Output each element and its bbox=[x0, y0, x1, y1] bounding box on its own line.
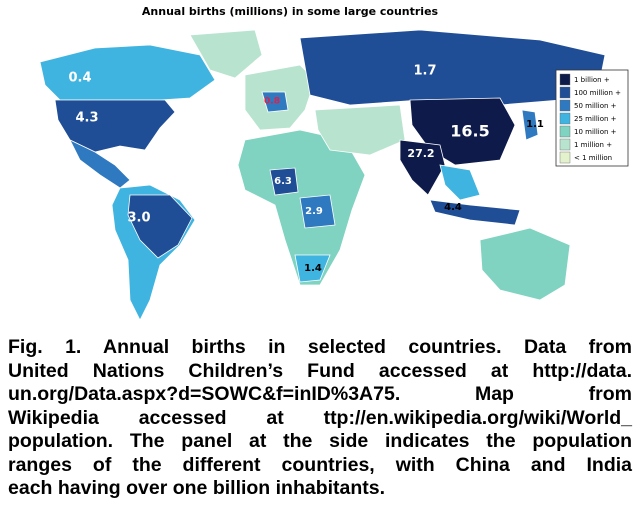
legend-label: 1 million + bbox=[574, 141, 612, 149]
landmasses bbox=[39, 29, 606, 321]
map-figure: Annual births (millions) in some large c… bbox=[39, 5, 629, 321]
map-label: 4.4 bbox=[444, 202, 462, 213]
map-label: 0.4 bbox=[68, 71, 91, 86]
map-label: 3.0 bbox=[127, 211, 150, 226]
map-labels: 0.4 1.7 4.3 16.5 1.1 27.2 0.8 6.3 2.9 3.… bbox=[68, 64, 543, 275]
map-label: 6.3 bbox=[274, 176, 292, 187]
legend-label: < 1 million bbox=[574, 154, 612, 162]
map-label: 4.3 bbox=[75, 111, 98, 126]
legend-swatch bbox=[559, 151, 571, 164]
legend-label: 50 million + bbox=[574, 102, 617, 110]
caption-line: Wikipedia accessed at ttp://en.wikipedia… bbox=[8, 406, 632, 429]
legend-swatch bbox=[559, 125, 571, 138]
map-label: 1.4 bbox=[304, 263, 322, 274]
legend-swatch bbox=[559, 73, 571, 86]
caption-line: each having over one billion inhabitants… bbox=[8, 477, 386, 499]
legend-swatch bbox=[559, 138, 571, 151]
map-label: 1.7 bbox=[413, 64, 436, 79]
map-label: 1.1 bbox=[526, 119, 544, 130]
legend-swatch bbox=[559, 86, 571, 99]
caption-line: ranges of the different countries, with … bbox=[8, 453, 632, 476]
legend-swatch bbox=[559, 112, 571, 125]
caption-line: Fig. 1. Annual births in selected countr… bbox=[8, 336, 632, 358]
legend-label: 25 million + bbox=[574, 115, 617, 123]
legend: 1 billion + 100 million + 50 million + 25 m… bbox=[555, 69, 629, 167]
legend-label: 1 billion + bbox=[574, 76, 610, 84]
map-label: 2.9 bbox=[305, 206, 323, 217]
caption-line: United Nations Children’s Fund accessed … bbox=[8, 359, 632, 382]
caption-line: population. The panel at the side indica… bbox=[8, 430, 632, 452]
map-title: Annual births (millions) in some large c… bbox=[142, 5, 439, 18]
caption-line: un.org/Data.aspx?d=SOWC&f=inID%3A75. Map… bbox=[8, 383, 632, 405]
caption: Fig. 1. Annual births in selected countr… bbox=[8, 336, 632, 501]
map-label: 27.2 bbox=[407, 147, 434, 160]
legend-swatch bbox=[559, 99, 571, 112]
map-label: 16.5 bbox=[450, 122, 489, 141]
map-label: 0.8 bbox=[264, 97, 280, 107]
legend-label: 100 million + bbox=[574, 89, 621, 97]
legend-label: 10 million + bbox=[574, 128, 617, 136]
